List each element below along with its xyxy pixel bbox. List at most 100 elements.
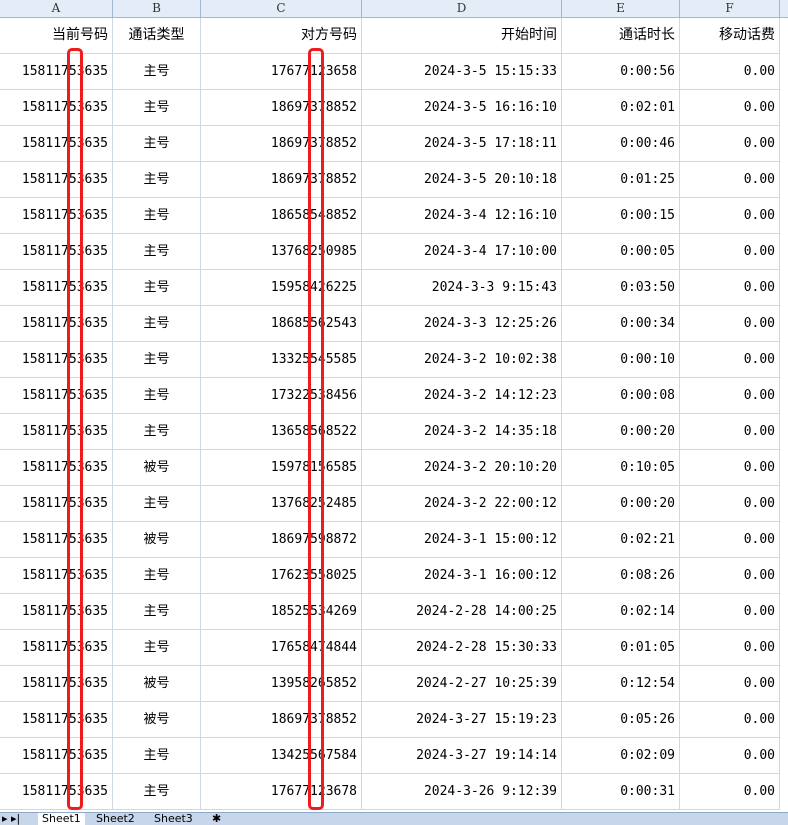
table-cell[interactable]: 0.00 xyxy=(680,342,780,377)
table-cell[interactable]: 0.00 xyxy=(680,666,780,701)
table-cell[interactable]: 主号 xyxy=(113,306,201,341)
header-cell[interactable]: 移动话费 xyxy=(680,18,780,53)
table-cell[interactable]: 主号 xyxy=(113,378,201,413)
table-cell[interactable]: 0:00:20 xyxy=(562,414,680,449)
table-cell[interactable]: 主号 xyxy=(113,738,201,773)
tab-nav-arrows[interactable]: ▸ ▸| xyxy=(2,812,21,825)
table-cell[interactable]: 0.00 xyxy=(680,306,780,341)
table-cell[interactable]: 0:00:15 xyxy=(562,198,680,233)
table-cell[interactable]: 2024-3-4 12:16:10 xyxy=(362,198,562,233)
table-cell[interactable]: 主号 xyxy=(113,342,201,377)
table-cell[interactable]: 0:12:54 xyxy=(562,666,680,701)
table-cell[interactable]: 18685562543 xyxy=(201,306,362,341)
insert-sheet-icon[interactable]: ✱ xyxy=(212,812,222,825)
table-cell[interactable]: 15811753635 xyxy=(0,738,113,773)
table-cell[interactable]: 13325545585 xyxy=(201,342,362,377)
table-cell[interactable]: 0.00 xyxy=(680,414,780,449)
table-cell[interactable]: 0.00 xyxy=(680,522,780,557)
table-cell[interactable]: 15811753635 xyxy=(0,162,113,197)
header-cell[interactable]: 通话类型 xyxy=(113,18,201,53)
table-cell[interactable]: 0.00 xyxy=(680,198,780,233)
table-cell[interactable]: 15811753635 xyxy=(0,54,113,89)
table-cell[interactable]: 0:00:08 xyxy=(562,378,680,413)
column-header-C[interactable]: C xyxy=(201,0,362,17)
table-cell[interactable]: 被号 xyxy=(113,702,201,737)
sheet-tab[interactable]: Sheet3 xyxy=(154,812,193,825)
header-cell[interactable]: 开始时间 xyxy=(362,18,562,53)
table-cell[interactable]: 2024-3-5 16:16:10 xyxy=(362,90,562,125)
table-cell[interactable]: 0:00:56 xyxy=(562,54,680,89)
table-cell[interactable]: 主号 xyxy=(113,270,201,305)
table-cell[interactable]: 主号 xyxy=(113,162,201,197)
table-cell[interactable]: 0.00 xyxy=(680,738,780,773)
table-cell[interactable]: 0:00:31 xyxy=(562,774,680,809)
table-cell[interactable]: 主号 xyxy=(113,414,201,449)
table-cell[interactable]: 0.00 xyxy=(680,630,780,665)
table-cell[interactable]: 0:00:20 xyxy=(562,486,680,521)
table-cell[interactable]: 被号 xyxy=(113,522,201,557)
table-cell[interactable]: 15811753635 xyxy=(0,630,113,665)
table-cell[interactable]: 0:00:10 xyxy=(562,342,680,377)
table-cell[interactable]: 主号 xyxy=(113,558,201,593)
table-cell[interactable]: 2024-3-3 12:25:26 xyxy=(362,306,562,341)
table-cell[interactable]: 0:02:21 xyxy=(562,522,680,557)
table-cell[interactable]: 0:00:46 xyxy=(562,126,680,161)
table-cell[interactable]: 0.00 xyxy=(680,486,780,521)
table-cell[interactable]: 0:02:09 xyxy=(562,738,680,773)
table-cell[interactable]: 0.00 xyxy=(680,558,780,593)
table-cell[interactable]: 15811753635 xyxy=(0,90,113,125)
table-cell[interactable]: 15811753635 xyxy=(0,666,113,701)
table-cell[interactable]: 13768252485 xyxy=(201,486,362,521)
table-cell[interactable]: 15811753635 xyxy=(0,414,113,449)
table-cell[interactable]: 0.00 xyxy=(680,270,780,305)
table-cell[interactable]: 2024-2-27 10:25:39 xyxy=(362,666,562,701)
table-cell[interactable]: 2024-3-2 14:35:18 xyxy=(362,414,562,449)
table-cell[interactable]: 被号 xyxy=(113,666,201,701)
table-cell[interactable]: 被号 xyxy=(113,450,201,485)
table-cell[interactable]: 0.00 xyxy=(680,54,780,89)
table-cell[interactable]: 主号 xyxy=(113,198,201,233)
table-cell[interactable]: 0.00 xyxy=(680,702,780,737)
table-cell[interactable]: 18525534269 xyxy=(201,594,362,629)
table-cell[interactable]: 主号 xyxy=(113,594,201,629)
table-cell[interactable]: 0.00 xyxy=(680,234,780,269)
table-cell[interactable]: 2024-3-27 15:19:23 xyxy=(362,702,562,737)
header-cell[interactable]: 对方号码 xyxy=(201,18,362,53)
table-cell[interactable]: 15811753635 xyxy=(0,594,113,629)
table-cell[interactable]: 2024-3-3 9:15:43 xyxy=(362,270,562,305)
sheet-tab[interactable]: Sheet1 xyxy=(38,813,85,825)
table-cell[interactable]: 0.00 xyxy=(680,162,780,197)
table-cell[interactable]: 2024-3-26 9:12:39 xyxy=(362,774,562,809)
table-cell[interactable]: 主号 xyxy=(113,774,201,809)
table-cell[interactable]: 主号 xyxy=(113,630,201,665)
table-cell[interactable]: 0.00 xyxy=(680,90,780,125)
table-cell[interactable]: 18697378852 xyxy=(201,90,362,125)
table-cell[interactable]: 0:05:26 xyxy=(562,702,680,737)
header-cell[interactable]: 当前号码 xyxy=(0,18,113,53)
table-cell[interactable]: 15811753635 xyxy=(0,126,113,161)
table-cell[interactable]: 15811753635 xyxy=(0,558,113,593)
sheet-tab[interactable]: Sheet2 xyxy=(96,812,135,825)
table-cell[interactable]: 18697598872 xyxy=(201,522,362,557)
table-cell[interactable]: 2024-3-2 22:00:12 xyxy=(362,486,562,521)
table-cell[interactable]: 15811753635 xyxy=(0,450,113,485)
table-cell[interactable]: 0:01:05 xyxy=(562,630,680,665)
table-cell[interactable]: 15811753635 xyxy=(0,486,113,521)
table-cell[interactable]: 13425567584 xyxy=(201,738,362,773)
column-header-D[interactable]: D xyxy=(362,0,562,17)
table-cell[interactable]: 15958426225 xyxy=(201,270,362,305)
table-cell[interactable]: 0.00 xyxy=(680,450,780,485)
table-cell[interactable]: 0.00 xyxy=(680,774,780,809)
table-cell[interactable]: 17677123678 xyxy=(201,774,362,809)
table-cell[interactable]: 15811753635 xyxy=(0,234,113,269)
table-cell[interactable]: 18697378852 xyxy=(201,126,362,161)
table-cell[interactable]: 0:03:50 xyxy=(562,270,680,305)
table-cell[interactable]: 15811753635 xyxy=(0,522,113,557)
table-cell[interactable]: 15811753635 xyxy=(0,774,113,809)
table-cell[interactable]: 0:02:14 xyxy=(562,594,680,629)
table-cell[interactable]: 主号 xyxy=(113,90,201,125)
table-cell[interactable]: 2024-3-2 20:10:20 xyxy=(362,450,562,485)
table-cell[interactable]: 0.00 xyxy=(680,594,780,629)
table-cell[interactable]: 2024-3-5 15:15:33 xyxy=(362,54,562,89)
table-cell[interactable]: 2024-3-27 19:14:14 xyxy=(362,738,562,773)
